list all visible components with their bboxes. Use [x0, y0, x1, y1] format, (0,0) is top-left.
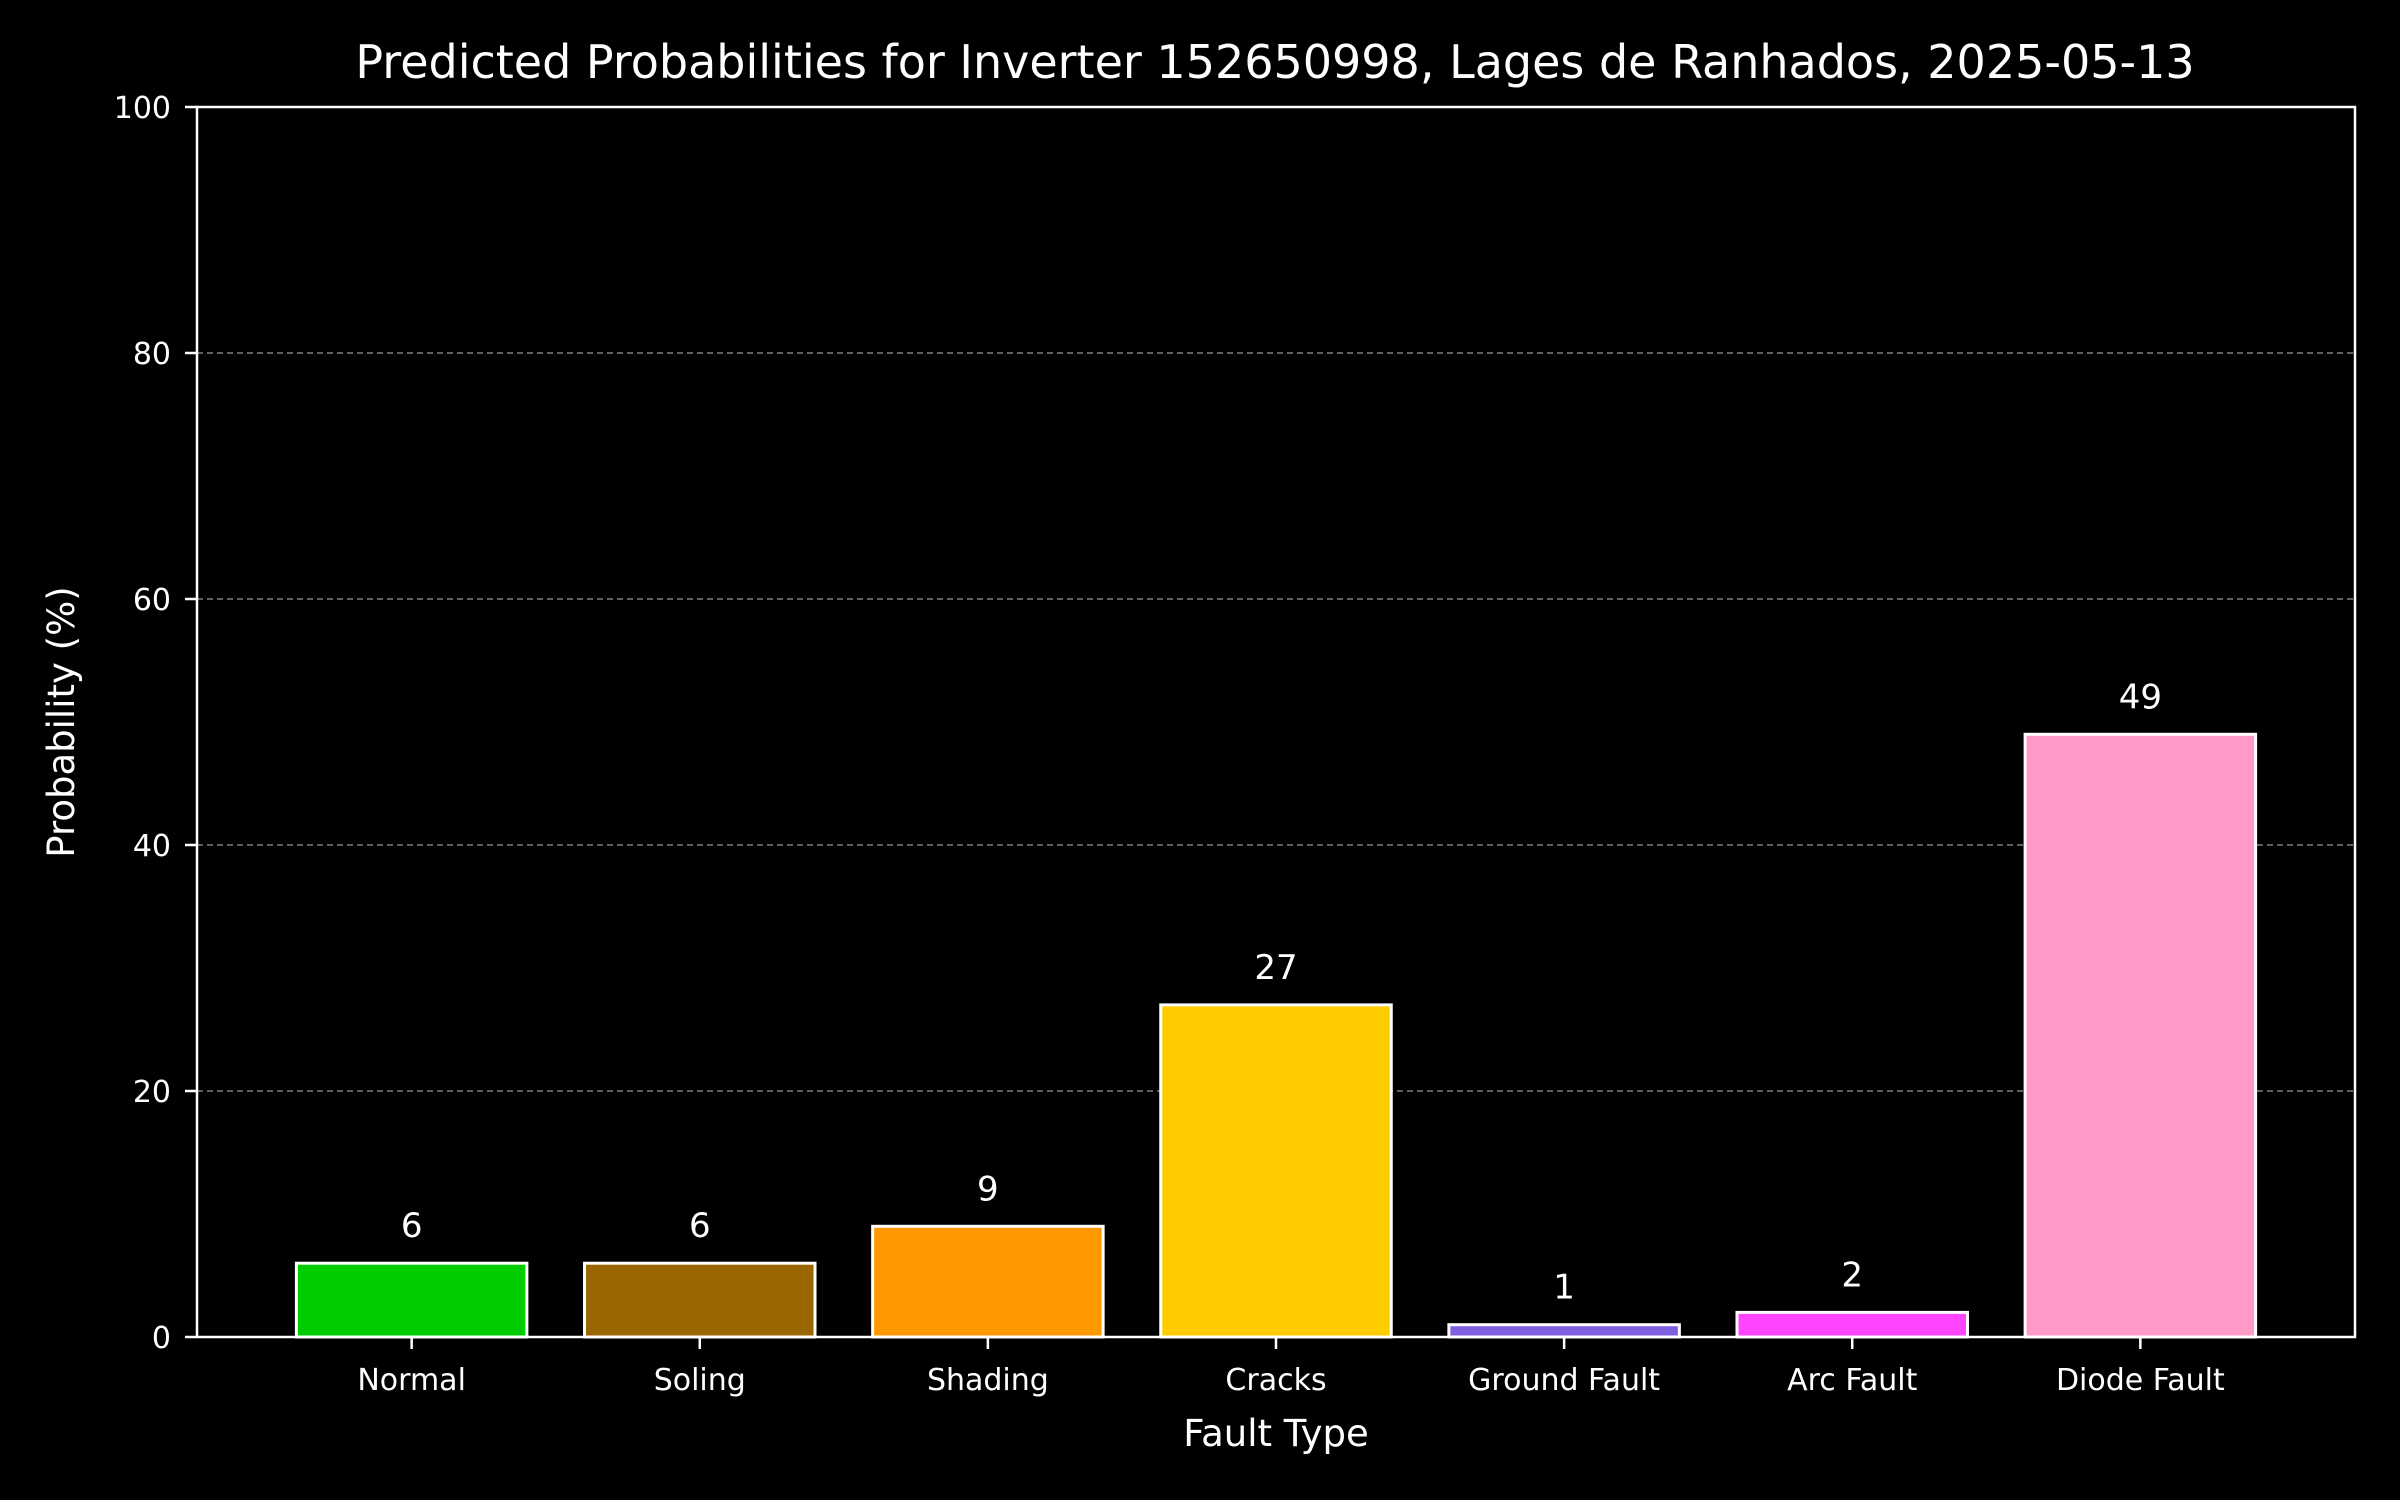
- bar: [294, 1261, 529, 1339]
- x-axis-label: Fault Type: [1183, 1412, 1369, 1455]
- data-label: 2: [1841, 1255, 1863, 1295]
- y-tick-label: 100: [114, 91, 171, 126]
- data-label: 49: [2119, 677, 2162, 717]
- data-label: 27: [1254, 948, 1297, 988]
- data-labels: 6 6 9 27 1 2 49: [401, 677, 2162, 1307]
- data-label: 6: [401, 1206, 423, 1246]
- bars: [294, 732, 2258, 1339]
- data-label: 6: [689, 1206, 711, 1246]
- x-tick-label: Shading: [927, 1363, 1049, 1398]
- chart-title: Predicted Probabilities for Inverter 152…: [355, 35, 2194, 89]
- bar: [583, 1261, 817, 1339]
- x-tick-label: Diode Fault: [2056, 1363, 2225, 1398]
- y-axis-ticks: 0 20 40 60 80 100: [114, 91, 197, 1356]
- x-tick-label: Ground Fault: [1468, 1363, 1660, 1398]
- y-tick-label: 80: [133, 337, 171, 372]
- x-tick-label: Cracks: [1225, 1363, 1326, 1398]
- bar: [1447, 1323, 1681, 1339]
- x-tick-label: Normal: [357, 1363, 466, 1398]
- y-tick-label: 20: [133, 1075, 171, 1110]
- y-tick-label: 0: [152, 1321, 171, 1356]
- y-tick-label: 40: [133, 829, 171, 864]
- bar: [2023, 732, 2258, 1339]
- x-tick-label: Arc Fault: [1787, 1363, 1917, 1398]
- x-axis-ticks: Normal Soling Shading Cracks Ground Fault Arc…: [357, 1337, 2225, 1398]
- bar: [1735, 1310, 1969, 1339]
- data-label: 1: [1553, 1268, 1575, 1308]
- y-tick-label: 60: [133, 583, 171, 618]
- y-axis-label: Probability (%): [40, 586, 83, 857]
- data-label: 9: [977, 1169, 999, 1209]
- bar: [871, 1224, 1105, 1339]
- bar: [1159, 1003, 1393, 1339]
- x-tick-label: Soling: [654, 1363, 746, 1398]
